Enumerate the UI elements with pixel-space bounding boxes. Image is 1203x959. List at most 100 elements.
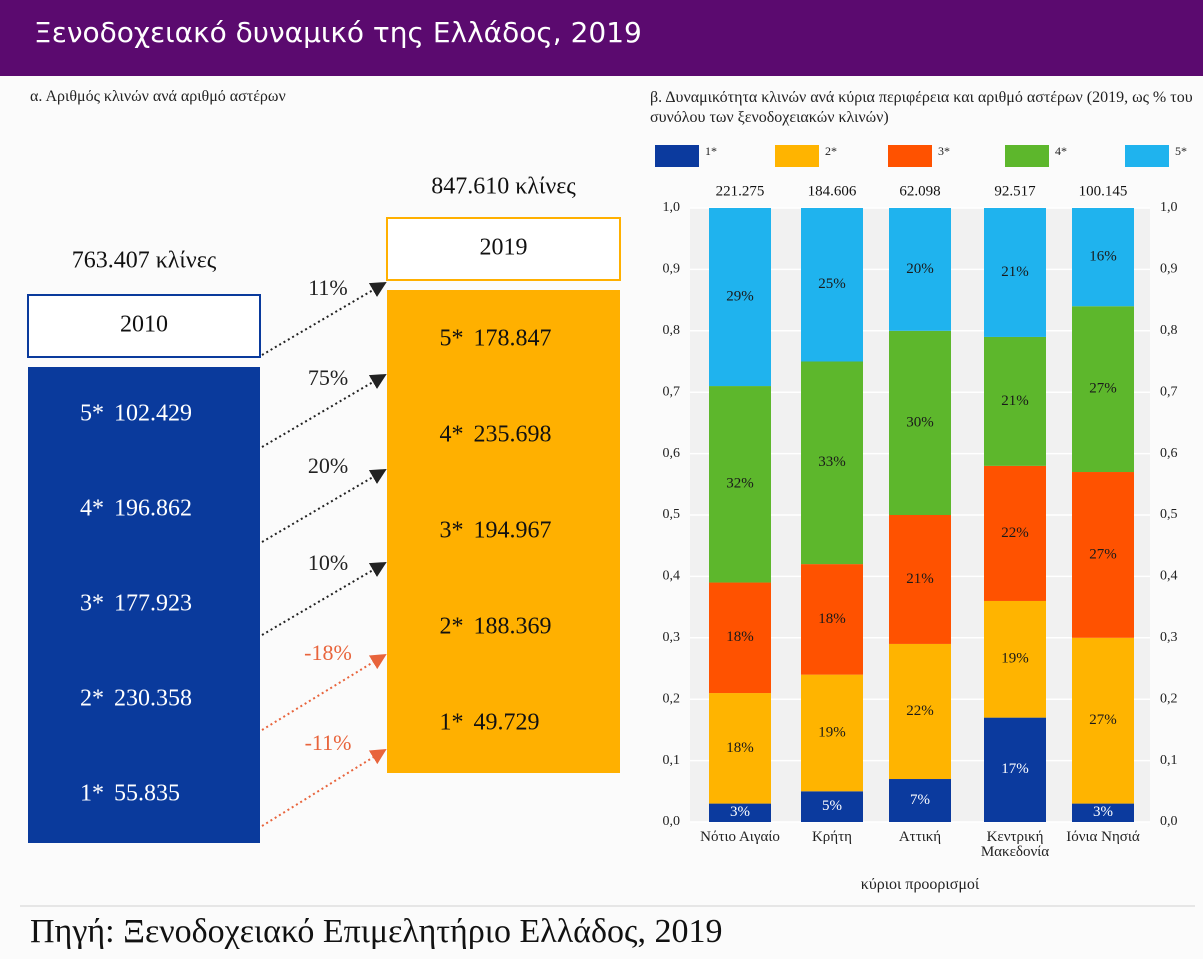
bed-count: 178.847: [474, 326, 552, 352]
bar-segment: [709, 803, 771, 822]
page-title: Ξενοδοχειακό δυναμικό της Ελλάδος, 2019: [34, 16, 642, 49]
year-label: 2019: [480, 235, 528, 261]
year-box: [386, 217, 621, 281]
header-band: [0, 0, 1203, 76]
y-tick-label-right: 0,2: [1160, 691, 1178, 706]
arrow: [261, 281, 387, 356]
value-label: 20%: [906, 261, 934, 277]
value-label: 27%: [1089, 712, 1117, 728]
star-label: 1*: [80, 781, 104, 807]
value-label: 5%: [822, 798, 842, 814]
panel-title: α. Αριθμός κλινών ανά αριθμό αστέρων: [30, 88, 286, 105]
y-tick-label: 1,0: [663, 200, 681, 215]
arrow: [261, 468, 387, 543]
value-label: 3%: [1093, 804, 1113, 820]
value-label: 21%: [906, 571, 934, 587]
value-label: 18%: [726, 629, 754, 645]
bar-segment: [984, 717, 1046, 822]
arrow: [261, 561, 387, 636]
total-label: 847.610 κλίνες: [431, 174, 576, 200]
bar-segment: [801, 564, 863, 675]
bar-segment: [709, 208, 771, 387]
y-tick-label: 0,6: [663, 446, 681, 461]
bar-segment: [984, 336, 1046, 466]
value-label: 25%: [818, 276, 846, 292]
bar-segment: [984, 600, 1046, 718]
arrow: [261, 653, 387, 731]
bar-total: 221.275: [716, 183, 765, 199]
bar-segment: [801, 208, 863, 362]
bar-segment: [709, 693, 771, 804]
bar-segment: [801, 791, 863, 822]
bed-count: 177.923: [114, 591, 192, 617]
star-label: 4*: [80, 496, 104, 522]
bar-segment: [1072, 803, 1134, 822]
bed-count: 235.698: [474, 422, 552, 448]
year-label: 2010: [120, 312, 168, 338]
star-label: 5*: [440, 326, 464, 352]
year-box: [27, 294, 261, 358]
arrow-label: 10%: [308, 550, 348, 575]
legend-swatch: [655, 145, 699, 167]
star-label: 5*: [80, 401, 104, 427]
bar-segment: [709, 582, 771, 694]
arrow-label: 75%: [308, 365, 348, 390]
value-label: 16%: [1089, 249, 1117, 265]
y-tick-label-right: 0,6: [1160, 446, 1178, 461]
arrow-label: -11%: [305, 730, 352, 755]
source: Πηγή: Ξενοδοχειακό Επιμελητήριο Ελλάδος,…: [30, 913, 723, 950]
bar-total: 184.606: [808, 183, 857, 199]
value-label: 21%: [1001, 393, 1029, 409]
bar-segment: [801, 361, 863, 565]
bed-count: 230.358: [114, 686, 192, 712]
y-tick-label-right: 0,0: [1160, 814, 1178, 829]
bar-segment: [1072, 637, 1134, 804]
star-label: 2*: [80, 686, 104, 712]
value-label: 22%: [1001, 525, 1029, 541]
x-tick-label: Ιόνια Νησιά: [1066, 829, 1140, 845]
value-label: 30%: [906, 414, 934, 430]
star-label: 3*: [440, 518, 464, 544]
value-label: 19%: [1001, 651, 1029, 667]
bar-segment: [889, 643, 951, 780]
x-tick-label: Αττική: [898, 829, 942, 845]
bar-segment: [1072, 306, 1134, 473]
star-label: 3*: [80, 591, 104, 617]
bar-segment: [984, 208, 1046, 337]
value-label: 18%: [818, 611, 846, 627]
legend-label: 5*: [1175, 144, 1187, 158]
value-label: 32%: [726, 476, 754, 492]
bar-total: 100.145: [1079, 183, 1128, 199]
y-tick-label-right: 0,1: [1160, 753, 1178, 768]
bed-count: 188.369: [474, 614, 552, 640]
value-label: 7%: [910, 792, 930, 808]
y-tick-label: 0,0: [663, 814, 681, 829]
arrow: [261, 373, 387, 448]
bar-segment: [889, 330, 951, 515]
x-tick-label: Κεντρική Μακεδονία: [980, 829, 1050, 860]
legend-swatch: [1125, 145, 1169, 167]
bed-count: 194.967: [474, 518, 552, 544]
y-tick-label: 0,9: [663, 262, 681, 277]
bar-segment: [1072, 472, 1134, 638]
year-block: [28, 367, 260, 843]
legend-label: 3*: [938, 144, 950, 158]
legend-swatch: [888, 145, 932, 167]
y-tick-label: 0,1: [663, 753, 681, 768]
bar-segment: [889, 208, 951, 331]
value-label: 27%: [1089, 381, 1117, 397]
legend-label: 1*: [705, 144, 717, 158]
y-tick-label-right: 0,3: [1160, 630, 1178, 645]
legend-label: 2*: [825, 144, 837, 158]
y-tick-label: 0,5: [663, 507, 681, 522]
arrow-label: -18%: [304, 640, 352, 665]
bar-segment: [984, 465, 1046, 601]
y-tick-label: 0,7: [663, 384, 681, 399]
y-tick-label: 0,3: [663, 630, 681, 645]
value-label: 33%: [818, 454, 846, 470]
chart-title: β. Δυναμικότητα κλινών ανά κύρια περιφέρ…: [650, 89, 1193, 126]
y-tick-label-right: 0,5: [1160, 507, 1178, 522]
value-label: 17%: [1001, 761, 1029, 777]
arrow-label: 11%: [308, 275, 348, 300]
